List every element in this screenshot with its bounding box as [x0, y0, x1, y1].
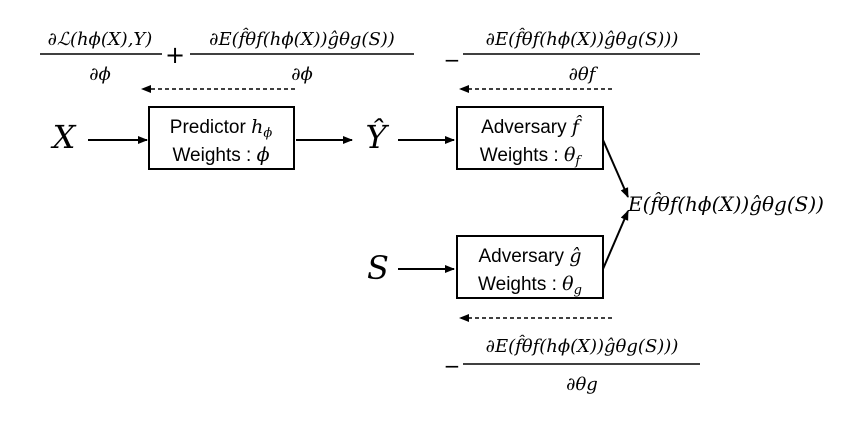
- svg-text:Adversary ĝ: Adversary ĝ: [479, 245, 582, 267]
- svg-text:Weights : θf: Weights : θf: [480, 144, 583, 169]
- adversary-f-title: Adversary: [481, 117, 567, 138]
- adversary-g-box: Adversary ĝ Weights : θg: [456, 235, 604, 299]
- adversary-g-gradient: ∂E(f̂θf(hϕ(X))ĝθg(S))) − ∂θg: [444, 314, 700, 395]
- adversary-f-gradient-numerator: ∂E(f̂θf(hϕ(X))ĝθg(S))): [486, 27, 679, 50]
- yhat-label: Ŷ: [365, 118, 389, 156]
- svg-text:Weights : θg: Weights : θg: [478, 273, 582, 298]
- adversary-g-to-expectation-arrow: [602, 210, 629, 270]
- svg-text:Predictor hϕ: Predictor hϕ: [170, 116, 273, 141]
- adversary-g-weights-label: Weights :: [478, 274, 557, 295]
- minus-sign: −: [444, 48, 461, 72]
- loss-gradient-denominator: ∂ϕ: [89, 64, 111, 85]
- predictor-gradient: ∂ℒ(hϕ(X),Y) ∂ϕ + ∂E(f̂θf(hϕ(X))ĝθg(S)) ∂…: [40, 27, 414, 93]
- plus-operator: +: [165, 41, 185, 69]
- adversary-f-weights-symbol: θ: [564, 144, 576, 166]
- svg-text:Weights : ϕ: Weights : ϕ: [172, 144, 269, 166]
- adversary-f-gradient-denominator: ∂θf: [569, 64, 599, 85]
- input-x-label: X: [50, 118, 77, 156]
- input-s-label: S: [367, 249, 389, 287]
- adversary-g-title: Adversary: [479, 246, 565, 267]
- adversary-gradient-numerator: ∂E(f̂θf(hϕ(X))ĝθg(S)): [209, 27, 395, 50]
- adversary-g-weights-symbol: θ: [562, 273, 574, 295]
- minus-sign: −: [444, 354, 461, 378]
- adversary-g-gradient-denominator: ∂θg: [566, 374, 598, 395]
- predictor-weights-label: Weights :: [172, 145, 251, 166]
- adversary-f-to-expectation-arrow: [602, 139, 629, 198]
- adversary-f-gradient: − ∂E(f̂θf(hϕ(X))ĝθg(S))) ∂θf: [444, 27, 700, 93]
- adversary-g-weights-sub: g: [574, 283, 582, 298]
- predictor-box: Predictor hϕ Weights : ϕ: [148, 106, 295, 170]
- predictor-title: Predictor: [170, 117, 247, 138]
- expectation-output: E(f̂θf(hϕ(X))ĝθg(S)): [627, 192, 824, 216]
- predictor-symbol-sub: ϕ: [263, 126, 272, 141]
- adversary-g-gradient-numerator: ∂E(f̂θf(hϕ(X))ĝθg(S))): [486, 334, 679, 357]
- adversary-g-symbol: ĝ: [569, 245, 581, 267]
- svg-text:Adversary f̂: Adversary f̂: [481, 115, 583, 138]
- adversary-gradient-denominator: ∂ϕ: [291, 64, 313, 85]
- adversary-f-weights-label: Weights :: [480, 145, 559, 166]
- predictor-weights-symbol: ϕ: [257, 144, 270, 166]
- adversary-f-weights-sub: f: [574, 154, 582, 169]
- predictor-symbol: h: [251, 116, 263, 138]
- adversary-f-box: Adversary f̂ Weights : θf: [456, 106, 604, 170]
- loss-gradient-numerator: ∂ℒ(hϕ(X),Y): [48, 29, 153, 50]
